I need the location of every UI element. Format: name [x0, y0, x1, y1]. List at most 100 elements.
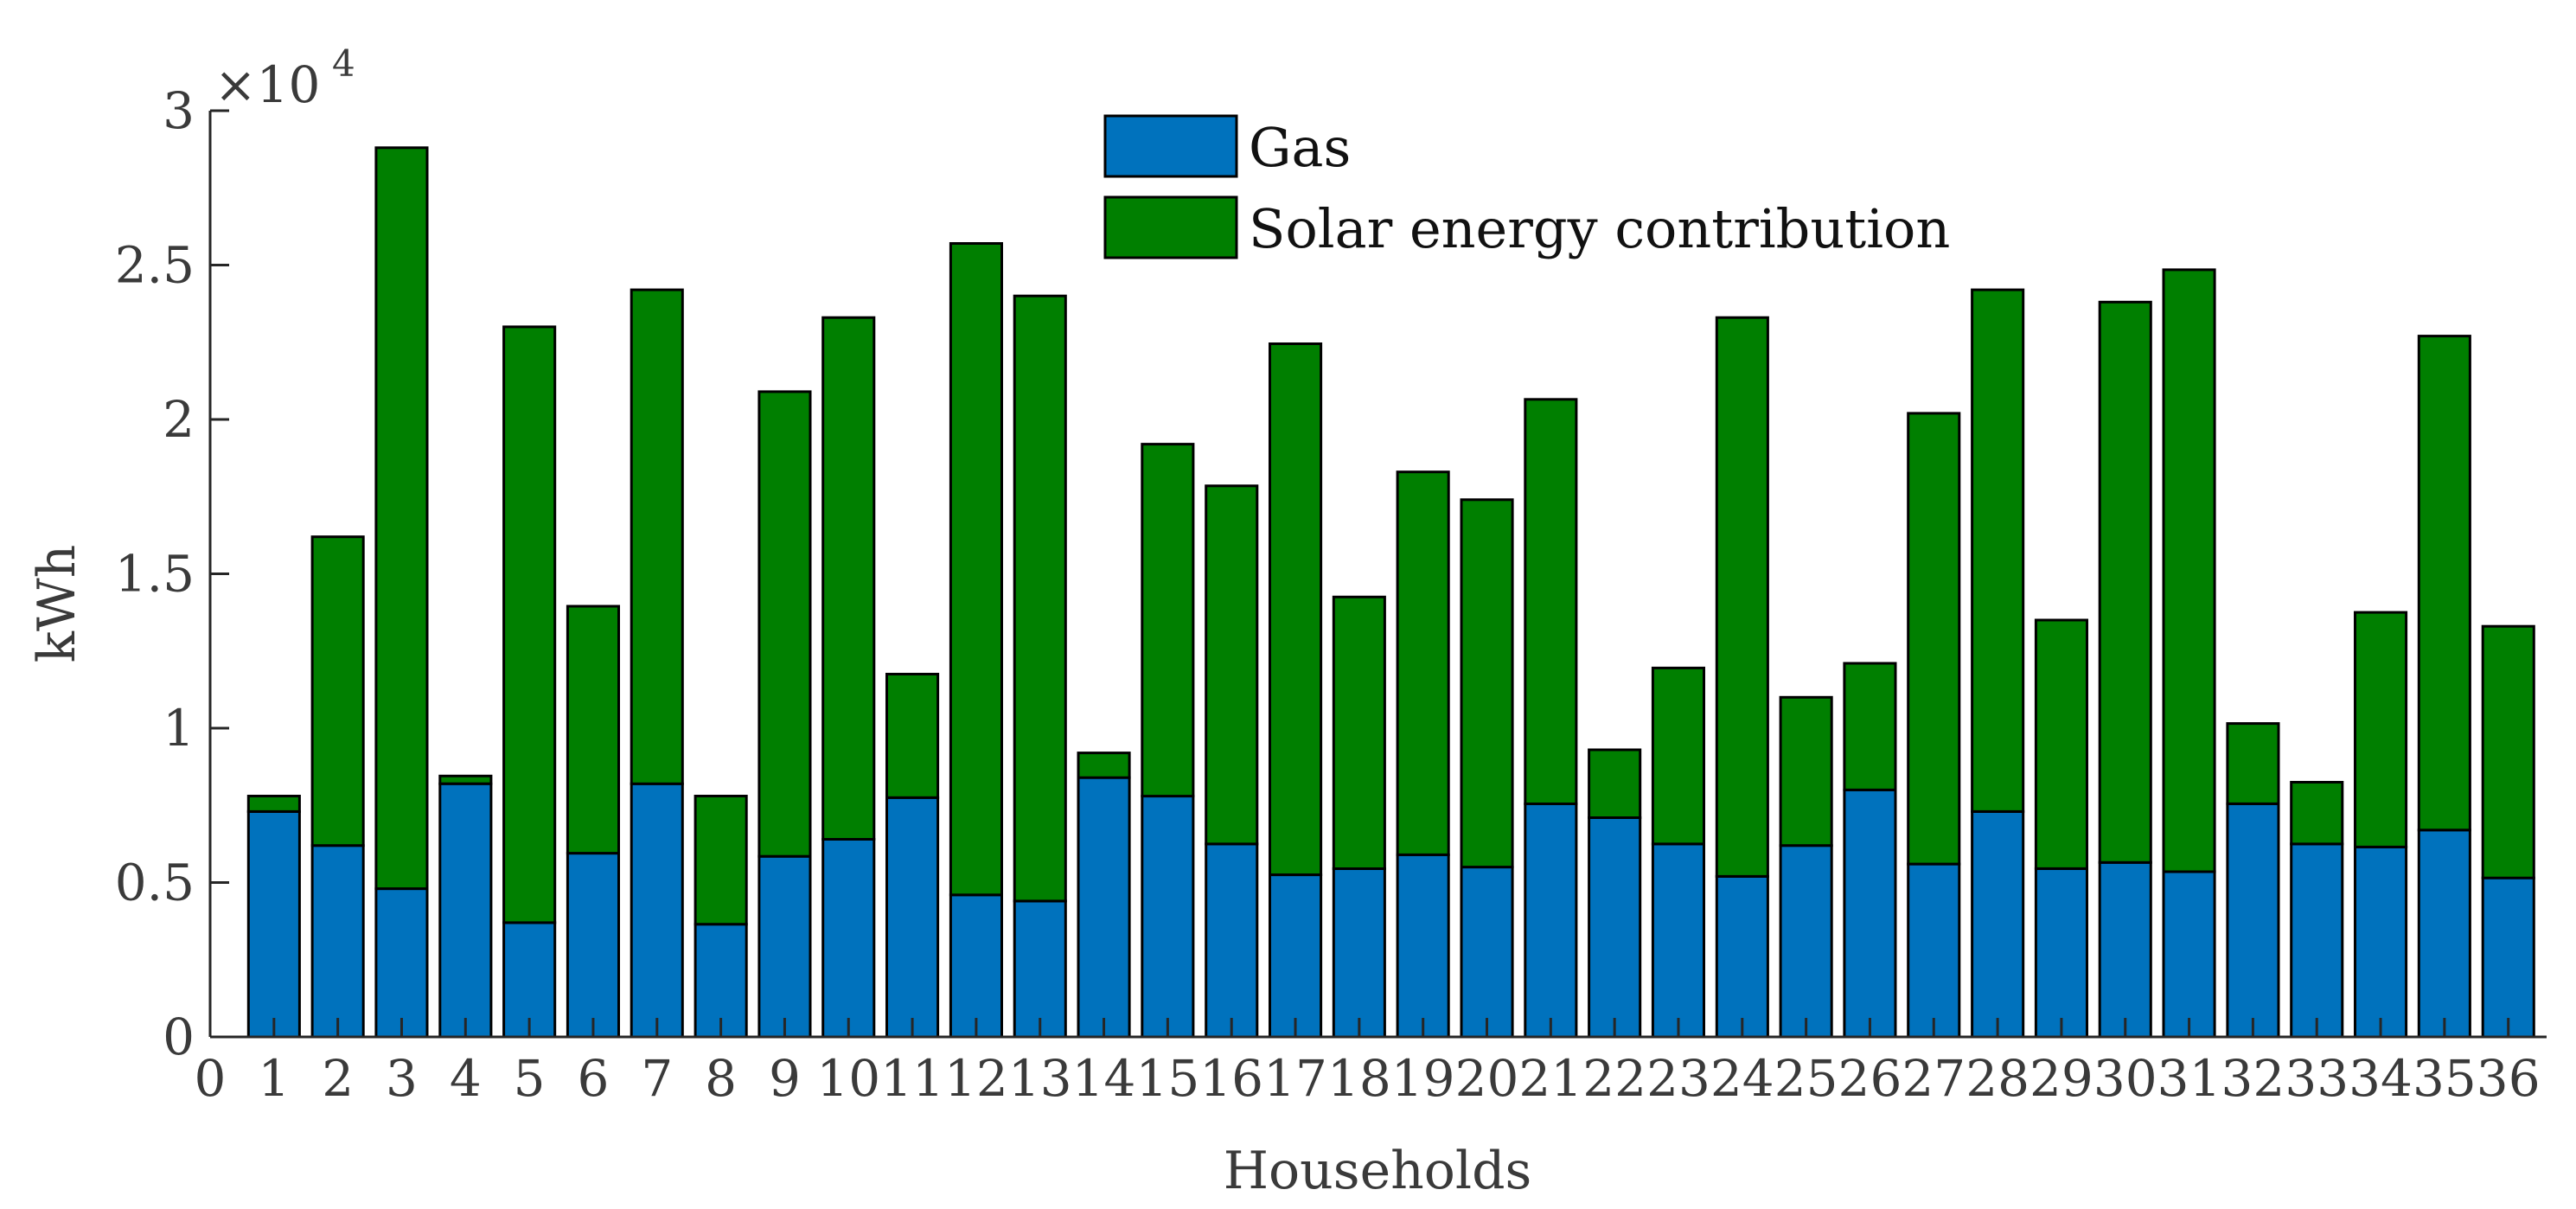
legend-label-gas: Gas — [1249, 116, 1351, 179]
x-tick-label: 32 — [2221, 1049, 2285, 1108]
x-tick-label: 14 — [1072, 1049, 1136, 1108]
x-tick-label: 4 — [450, 1049, 482, 1108]
legend-label-solar: Solar energy contribution — [1249, 197, 1950, 260]
bar-solar-5 — [502, 325, 557, 924]
bar-gas-31 — [2162, 870, 2216, 1039]
bar-solar-13 — [1013, 294, 1067, 903]
x-tick-label: 1 — [258, 1049, 290, 1108]
x-tick-label: 27 — [1902, 1049, 1966, 1108]
y-tick-label: 1.5 — [115, 545, 195, 604]
bar-solar-29 — [2034, 618, 2088, 870]
bar-gas-36 — [2481, 876, 2535, 1039]
y-tick-label: 1 — [163, 699, 195, 758]
bar-solar-23 — [1651, 666, 1706, 846]
x-tick-label: 0 — [195, 1049, 227, 1108]
bar-gas-6 — [566, 852, 621, 1039]
bar-gas-3 — [374, 887, 429, 1039]
y-tick-label: 0 — [163, 1008, 195, 1066]
x-tick-label: 20 — [1455, 1049, 1519, 1108]
bar-solar-34 — [2354, 611, 2408, 848]
bar-gas-34 — [2354, 845, 2408, 1039]
x-tick-label: 26 — [1838, 1049, 1902, 1108]
y-tick-label: 0.5 — [115, 854, 195, 912]
x-tick-label: 35 — [2413, 1049, 2477, 1108]
x-tick-label: 30 — [2093, 1049, 2157, 1108]
bar-solar-33 — [2290, 781, 2344, 846]
x-tick-label: 21 — [1518, 1049, 1582, 1108]
bar-solar-12 — [949, 242, 1004, 897]
x-tick-label: 2 — [322, 1049, 354, 1108]
bar-gas-5 — [502, 921, 557, 1039]
bar-solar-2 — [310, 535, 365, 848]
bar-solar-19 — [1396, 470, 1450, 856]
bar-solar-14 — [1077, 752, 1131, 779]
bar-solar-36 — [2481, 624, 2535, 880]
y-tick-label: 2.5 — [115, 236, 195, 295]
bar-solar-3 — [374, 146, 429, 891]
x-tick-label: 17 — [1263, 1049, 1327, 1108]
bar-gas-28 — [1971, 809, 2025, 1039]
bar-solar-30 — [2098, 300, 2152, 864]
bar-gas-7 — [630, 782, 684, 1039]
bar-gas-17 — [1269, 873, 1323, 1039]
bar-gas-10 — [821, 838, 876, 1039]
bar-gas-23 — [1651, 842, 1706, 1039]
x-tick-label: 33 — [2285, 1049, 2349, 1108]
x-tick-label: 3 — [386, 1049, 418, 1108]
x-tick-label: 19 — [1391, 1049, 1455, 1108]
bar-gas-18 — [1332, 867, 1386, 1039]
bar-solar-7 — [630, 288, 684, 785]
bar-gas-24 — [1715, 874, 1769, 1039]
bar-gas-14 — [1077, 776, 1131, 1039]
bar-gas-25 — [1779, 844, 1833, 1039]
bar-gas-35 — [2417, 828, 2471, 1039]
bar-solar-25 — [1779, 695, 1833, 848]
x-tick-label: 9 — [769, 1049, 801, 1108]
bar-solar-24 — [1715, 316, 1769, 878]
y-tick-label: 3 — [163, 81, 195, 140]
x-tick-label: 6 — [577, 1049, 609, 1108]
x-tick-label: 25 — [1774, 1049, 1838, 1108]
bar-solar-9 — [757, 390, 812, 858]
x-tick-label: 16 — [1199, 1049, 1263, 1108]
bar-gas-20 — [1460, 866, 1514, 1039]
bar-gas-16 — [1205, 842, 1259, 1039]
bar-solar-15 — [1141, 443, 1195, 798]
bar-solar-32 — [2226, 722, 2280, 805]
y-tick-label: 2 — [163, 390, 195, 449]
bar-gas-32 — [2226, 803, 2280, 1039]
bar-solar-22 — [1588, 748, 1642, 819]
ticks-layer: 00.511.522.530 1 2 3 4 5 6 7 8 9 10 11 12 13 14 15 16 17 1… — [115, 81, 2541, 1108]
bar-gas-9 — [757, 854, 812, 1039]
bar-solar-10 — [821, 316, 876, 841]
x-tick-label: 13 — [1008, 1049, 1072, 1108]
bar-gas-4 — [438, 782, 493, 1039]
x-tick-label: 8 — [705, 1049, 737, 1108]
bar-solar-6 — [566, 604, 621, 855]
bar-solar-1 — [246, 795, 301, 813]
bar-gas-15 — [1141, 795, 1195, 1039]
bar-gas-1 — [246, 809, 301, 1039]
bar-solar-20 — [1460, 498, 1514, 869]
x-tick-label: 31 — [2157, 1049, 2221, 1108]
bar-gas-30 — [2098, 860, 2152, 1039]
x-tick-label: 18 — [1327, 1049, 1391, 1108]
y-axis-title: kWh — [27, 545, 87, 663]
bar-gas-21 — [1524, 803, 1578, 1039]
bar-solar-11 — [885, 673, 940, 799]
x-tick-label: 36 — [2477, 1049, 2541, 1108]
bar-solar-4 — [438, 774, 493, 785]
bar-solar-26 — [1843, 662, 1897, 791]
bar-gas-22 — [1588, 816, 1642, 1039]
bar-solar-21 — [1524, 398, 1578, 805]
legend: Gas Solar energy contribution — [1103, 114, 1950, 260]
x-tick-label: 22 — [1582, 1049, 1646, 1108]
bar-gas-11 — [885, 796, 940, 1039]
bar-solar-28 — [1971, 288, 2025, 813]
bar-solar-8 — [694, 795, 748, 926]
x-tick-label: 5 — [514, 1049, 546, 1108]
bar-solar-17 — [1269, 342, 1323, 876]
legend-swatch-solar — [1103, 195, 1238, 259]
bar-gas-13 — [1013, 899, 1067, 1039]
